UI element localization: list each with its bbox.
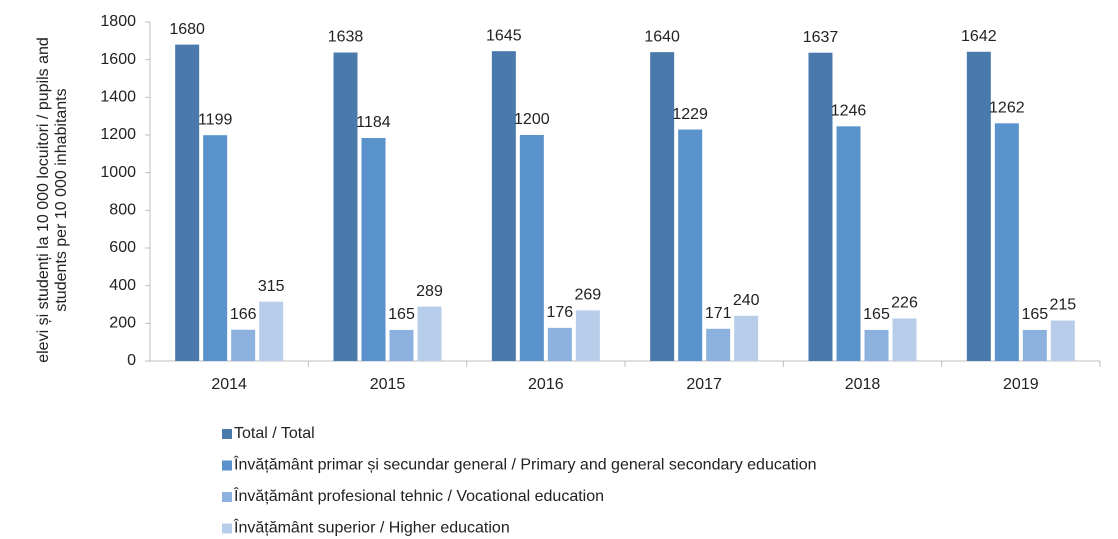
bar bbox=[966, 51, 991, 362]
data-label: 165 bbox=[1021, 306, 1048, 323]
legend-swatch bbox=[222, 523, 232, 534]
legend-swatch bbox=[222, 492, 232, 502]
data-label: 269 bbox=[574, 287, 601, 304]
bar bbox=[1050, 320, 1075, 361]
legend-swatch bbox=[222, 460, 232, 471]
y-axis-title-line: elevi și studenți la 10 000 locuitori / … bbox=[35, 37, 52, 363]
y-tick-label: 800 bbox=[109, 202, 136, 219]
bar bbox=[678, 129, 703, 361]
x-tick-label: 2014 bbox=[211, 376, 247, 393]
x-tick-label: 2018 bbox=[845, 376, 881, 393]
data-label: 1199 bbox=[198, 111, 233, 128]
data-label: 1642 bbox=[961, 28, 997, 45]
data-label: 315 bbox=[258, 278, 285, 295]
y-tick-label: 0 bbox=[127, 352, 136, 369]
bar bbox=[836, 126, 861, 361]
bar bbox=[389, 329, 414, 361]
data-label: 1229 bbox=[672, 106, 708, 123]
legend-label: Învățământ superior / Higher education bbox=[233, 518, 510, 537]
bar bbox=[547, 327, 572, 361]
legend-label: Învățământ primar și secundar general / … bbox=[233, 455, 817, 474]
data-label: 215 bbox=[1049, 297, 1076, 314]
y-tick-label: 1400 bbox=[100, 89, 136, 106]
bar bbox=[1022, 329, 1047, 361]
data-label: 1680 bbox=[169, 21, 205, 38]
bar bbox=[650, 52, 675, 362]
x-tick-label: 2017 bbox=[686, 376, 722, 393]
legend-swatch bbox=[222, 429, 232, 439]
data-label: 289 bbox=[416, 283, 443, 300]
y-tick-label: 1000 bbox=[100, 164, 136, 181]
x-tick-label: 2019 bbox=[1003, 376, 1039, 393]
bar bbox=[417, 306, 442, 361]
y-axis-title: elevi și studenți la 10 000 locuitori / … bbox=[35, 37, 70, 363]
y-axis-title-line: students per 10 000 inhabitants bbox=[53, 88, 70, 311]
bar bbox=[994, 123, 1019, 361]
bar bbox=[575, 310, 600, 361]
data-label: 1637 bbox=[803, 29, 839, 46]
data-label: 171 bbox=[705, 305, 732, 322]
legend-label: Total / Total bbox=[234, 425, 315, 442]
data-label: 1645 bbox=[486, 27, 522, 44]
bar bbox=[361, 138, 386, 361]
data-label: 1200 bbox=[514, 111, 550, 128]
data-label: 176 bbox=[546, 304, 573, 321]
data-label: 226 bbox=[891, 295, 918, 312]
legend-label: Învățământ profesional tehnic / Vocation… bbox=[233, 486, 604, 505]
x-tick-label: 2016 bbox=[528, 376, 564, 393]
bar bbox=[519, 135, 544, 361]
bar bbox=[259, 301, 284, 361]
bar bbox=[491, 51, 516, 362]
bar bbox=[706, 328, 731, 361]
data-label: 165 bbox=[863, 306, 890, 323]
bar bbox=[892, 318, 917, 361]
bar bbox=[808, 52, 833, 361]
data-label: 1246 bbox=[831, 103, 867, 120]
y-tick-label: 1800 bbox=[100, 13, 136, 30]
data-label: 166 bbox=[230, 306, 257, 323]
y-tick-label: 1600 bbox=[100, 51, 136, 68]
bar bbox=[734, 315, 759, 361]
y-tick-label: 400 bbox=[109, 277, 136, 294]
bar bbox=[175, 44, 200, 361]
data-label: 1640 bbox=[644, 28, 680, 45]
data-label: 240 bbox=[733, 292, 760, 309]
bar bbox=[333, 52, 358, 361]
y-tick-label: 1200 bbox=[100, 126, 136, 143]
data-label: 1262 bbox=[989, 100, 1025, 117]
data-label: 1184 bbox=[356, 114, 391, 131]
bar bbox=[864, 329, 889, 361]
data-label: 165 bbox=[388, 306, 415, 323]
data-label: 1638 bbox=[328, 29, 364, 46]
y-tick-label: 200 bbox=[109, 315, 136, 332]
y-tick-label: 600 bbox=[109, 239, 136, 256]
bar bbox=[203, 135, 228, 361]
bar bbox=[231, 329, 256, 361]
x-tick-label: 2015 bbox=[370, 376, 406, 393]
